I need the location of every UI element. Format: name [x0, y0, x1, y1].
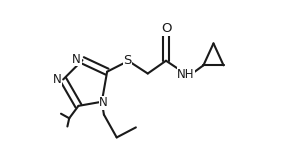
Text: N: N	[99, 96, 108, 109]
Text: O: O	[161, 22, 171, 35]
Text: NH: NH	[177, 68, 195, 81]
Text: N: N	[53, 73, 62, 86]
Text: S: S	[124, 54, 132, 67]
Text: N: N	[72, 53, 81, 66]
